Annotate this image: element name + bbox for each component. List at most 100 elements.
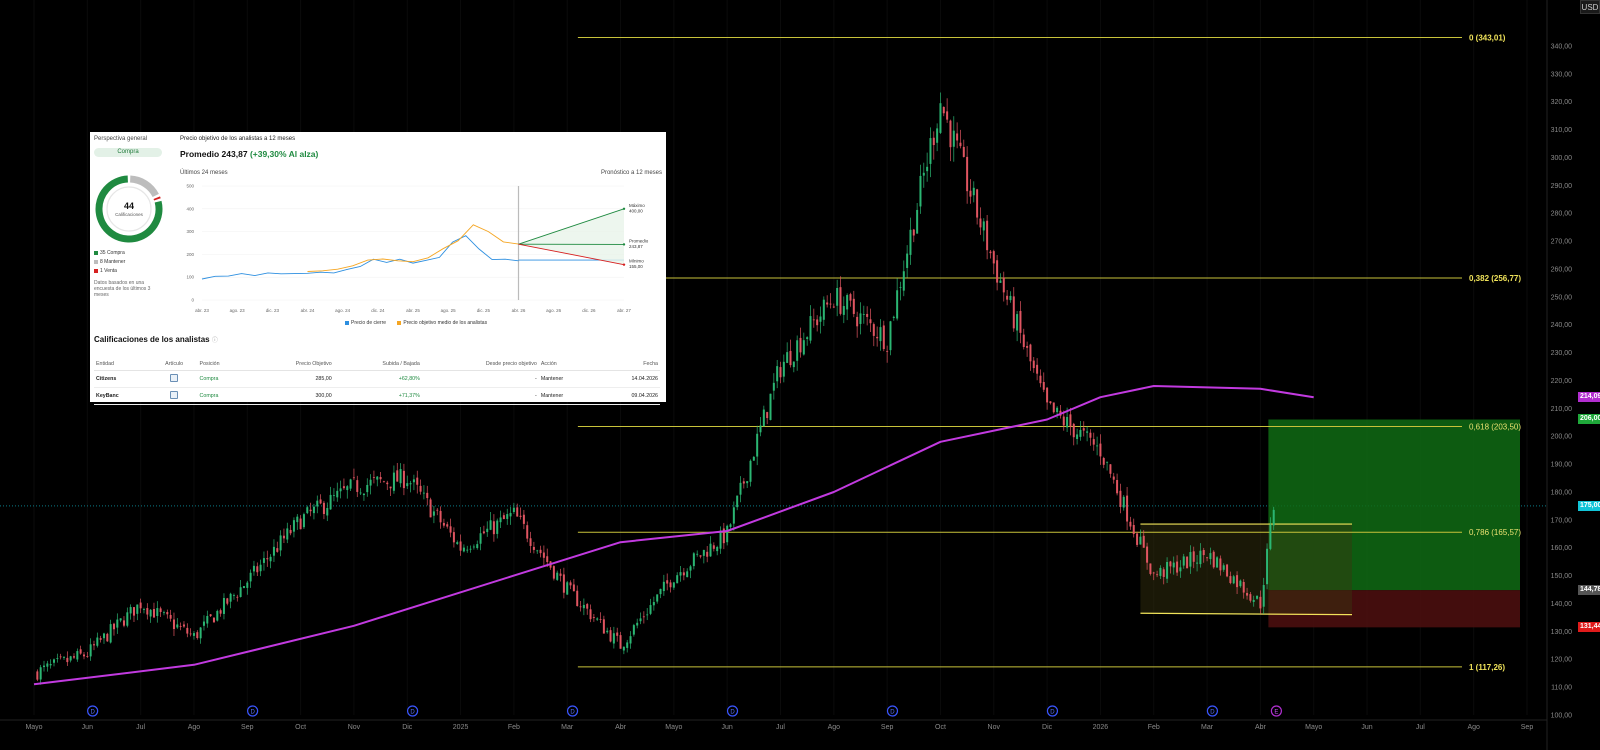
candle-body <box>382 481 385 483</box>
candle-body <box>672 582 675 588</box>
table-header-cell[interactable]: Fecha <box>594 358 660 371</box>
currency-label[interactable]: USD <box>1580 0 1600 14</box>
dividend-marker[interactable] <box>87 705 99 717</box>
candle-body <box>1159 567 1162 576</box>
table-header-cell[interactable]: Posición <box>197 358 249 371</box>
candle-body <box>186 627 189 634</box>
table-row[interactable]: Citizens Compra 285,00 +62,80% - Mantener 14.0… <box>94 370 660 388</box>
dividend-marker[interactable] <box>566 705 579 717</box>
candle-body <box>1236 575 1239 588</box>
candle-body <box>536 550 539 552</box>
range-bottom-line[interactable] <box>1140 612 1353 616</box>
mini-x-tick: ago. 25 <box>441 308 457 313</box>
donut-segment-hold <box>129 175 159 198</box>
table-header-cell[interactable]: Precio Objetivo <box>248 358 334 371</box>
candle-body <box>129 607 132 614</box>
candle-body <box>36 671 39 680</box>
candle-body <box>729 524 732 527</box>
table-header-row: Entidad Artículo Posición Precio Objetivo Su… <box>94 358 660 371</box>
candle-body <box>169 614 172 619</box>
dividend-marker[interactable] <box>1206 705 1219 717</box>
candle-body <box>369 479 372 486</box>
candle-body <box>232 594 235 596</box>
candle-body <box>432 511 435 516</box>
average-change: (+39,30% Al alza) <box>249 149 319 159</box>
candle-body <box>229 593 232 602</box>
dividend-marker[interactable] <box>726 705 739 717</box>
article-icon[interactable] <box>170 391 179 399</box>
candle-body <box>792 361 795 368</box>
x-tick-label: Jul <box>1416 724 1425 731</box>
table-header-cell[interactable]: Desde precio objetivo <box>421 358 539 371</box>
candle-body <box>202 621 205 626</box>
mini-x-tick: abr. 26 <box>512 308 526 313</box>
forecast-point <box>622 207 626 210</box>
table-cell[interactable] <box>150 370 198 388</box>
price-tag: 144,78 <box>1578 585 1600 596</box>
dividend-marker[interactable] <box>406 705 419 717</box>
dividend-marker[interactable] <box>886 705 899 717</box>
range-box[interactable] <box>1140 524 1352 614</box>
candle-body <box>256 566 259 573</box>
candle-body <box>266 558 269 560</box>
mini-x-tick: ago. 24 <box>335 308 351 313</box>
candle-body <box>1039 375 1042 384</box>
candle-body <box>956 133 959 141</box>
y-tick-label: 190,00 <box>1551 462 1573 469</box>
candle-body <box>1156 574 1159 576</box>
candle-body <box>349 479 352 489</box>
ratings-donut: 44 Calificaciones <box>95 175 163 243</box>
candle-body <box>69 656 72 661</box>
candle-body <box>532 546 535 550</box>
candle-body <box>986 220 989 251</box>
candle-body <box>809 316 812 341</box>
candle-body <box>899 287 902 288</box>
table-header-cell[interactable]: Subida / Bajada <box>333 358 422 371</box>
loss-zone[interactable] <box>1268 590 1520 628</box>
forecast-12-months: Pronóstico a 12 meses <box>600 170 662 176</box>
moving-average-line[interactable] <box>33 385 1314 686</box>
table-header-cell[interactable]: Acción <box>538 358 595 371</box>
table-cell[interactable] <box>150 387 198 405</box>
dividend-marker[interactable] <box>1046 705 1059 717</box>
candle-body <box>889 321 892 351</box>
table-header-cell[interactable]: Artículo <box>150 358 198 371</box>
info-icon[interactable]: ⓘ <box>211 338 218 344</box>
candle-body <box>739 482 742 495</box>
article-icon[interactable] <box>170 374 179 382</box>
candle-body <box>716 546 719 552</box>
candle-body <box>946 111 949 120</box>
candle-body <box>449 526 452 533</box>
x-tick-label: Mayo <box>665 724 682 731</box>
earnings-marker[interactable] <box>1270 705 1282 717</box>
candle-body <box>1252 599 1255 602</box>
dividend-marker[interactable] <box>247 705 259 717</box>
x-tick-label: Sep <box>241 724 254 731</box>
candle-body <box>422 492 425 494</box>
profit-zone[interactable] <box>1268 419 1520 591</box>
candle-body <box>1009 295 1012 301</box>
candle-body <box>1012 296 1015 329</box>
table-header-cell[interactable]: Entidad <box>94 358 151 371</box>
mini-x-tick: dic. 25 <box>477 308 491 313</box>
candle-body <box>39 667 42 680</box>
candle-body <box>829 303 832 305</box>
x-tick-label: Sep <box>1521 724 1534 731</box>
candle-body <box>586 604 589 609</box>
candle-body <box>786 352 789 363</box>
candle-body <box>72 656 75 658</box>
candle-body <box>1166 561 1169 579</box>
candle-body <box>1149 563 1152 574</box>
y-tick-label: 270,00 <box>1551 239 1573 246</box>
candle-body <box>666 580 669 584</box>
table-cell: Mantener <box>538 370 595 388</box>
forecast-point <box>622 243 626 246</box>
table-row[interactable]: KeyBanc Compra 300,00 +71,37% - Mantener 09.04… <box>94 387 660 405</box>
candle-body <box>1032 360 1035 369</box>
candle-body <box>1079 429 1082 437</box>
y-tick-label: 310,00 <box>1551 127 1573 134</box>
price-tag: 175,00 <box>1578 500 1600 511</box>
candle-body <box>1186 556 1189 569</box>
candle-body <box>99 638 102 640</box>
